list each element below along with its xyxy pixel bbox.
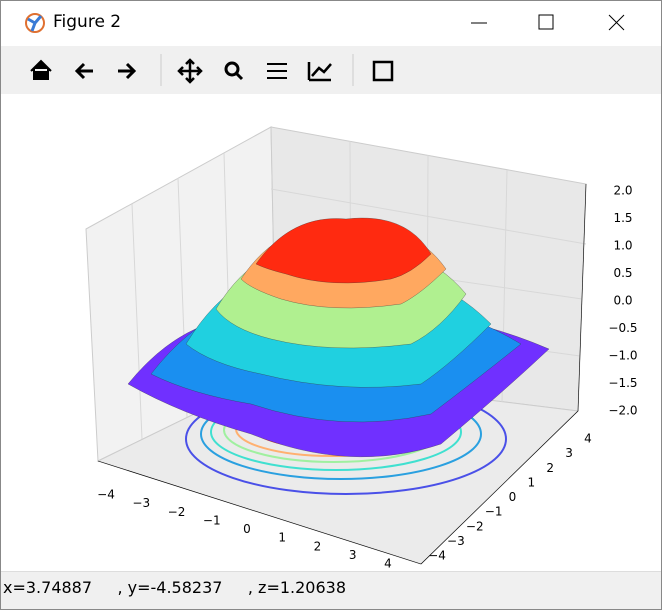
- toolbar-icons: [30, 54, 394, 86]
- x-tick-label: 0: [243, 522, 251, 536]
- x-tick-label: −4: [97, 488, 115, 502]
- x-tick-label: 2: [314, 539, 322, 553]
- title-bar: Figure 2: [1, 1, 661, 46]
- y-tick-label: −4: [428, 549, 446, 563]
- x-axis-line: [97, 460, 422, 565]
- z-tick-label: 1.0: [613, 239, 632, 253]
- y-tick-label: 0: [509, 490, 517, 504]
- x-tick-label: −1: [203, 513, 221, 527]
- y-tick-label: 4: [584, 432, 592, 446]
- configure-button[interactable]: [267, 63, 287, 79]
- y-tick-label: 3: [565, 446, 573, 460]
- y-tick-label: −1: [485, 505, 503, 519]
- z-tick-label: 0.0: [613, 294, 632, 308]
- x-tick-label: 1: [278, 531, 286, 545]
- status-text: x=3.74887 , y=-4.58237 , z=1.20638: [3, 578, 347, 597]
- zoom-button[interactable]: [224, 61, 240, 77]
- toolbar: [1, 46, 661, 94]
- close-button[interactable]: [608, 14, 625, 31]
- maximize-button[interactable]: [538, 14, 554, 30]
- y-axis-line: [420, 410, 579, 565]
- surface: [127, 217, 550, 457]
- x-tick-label: 4: [384, 557, 392, 571]
- z-axis-line: [577, 183, 587, 412]
- y-tick-label: 1: [528, 475, 536, 489]
- z-tick-label: 0.5: [613, 266, 632, 280]
- z-tick-label: −1.5: [608, 376, 637, 390]
- title-icons: [25, 13, 625, 33]
- edit-button[interactable]: [307, 62, 332, 82]
- z-tick-label: −0.5: [608, 321, 637, 335]
- save-button[interactable]: [372, 60, 394, 82]
- plot-area: −4−3−2−101234−4−3−2−1012342.01.51.00.50.…: [85, 126, 638, 571]
- window-title: Figure 2: [53, 12, 122, 32]
- forward-button[interactable]: [118, 62, 137, 80]
- pan-button[interactable]: [177, 58, 203, 84]
- y-tick-label: −3: [447, 534, 465, 548]
- z-tick-label: −1.0: [608, 349, 637, 363]
- z-tick-label: −2.0: [608, 404, 637, 418]
- zoom-handle: [234, 71, 244, 81]
- home-button[interactable]: [30, 59, 52, 80]
- x-tick-label: −2: [168, 505, 186, 519]
- z-tick-label: 2.0: [613, 184, 632, 198]
- z-tick-label: 1.5: [613, 211, 632, 225]
- status-bar: x=3.74887 , y=-4.58237 , z=1.20638: [1, 571, 661, 609]
- x-tick-label: 3: [349, 548, 357, 562]
- x-tick-label: −3: [132, 496, 150, 510]
- y-tick-label: 2: [546, 461, 554, 475]
- y-tick-label: −2: [466, 519, 484, 533]
- app-icon-rays: [27, 15, 43, 32]
- back-button[interactable]: [74, 62, 93, 80]
